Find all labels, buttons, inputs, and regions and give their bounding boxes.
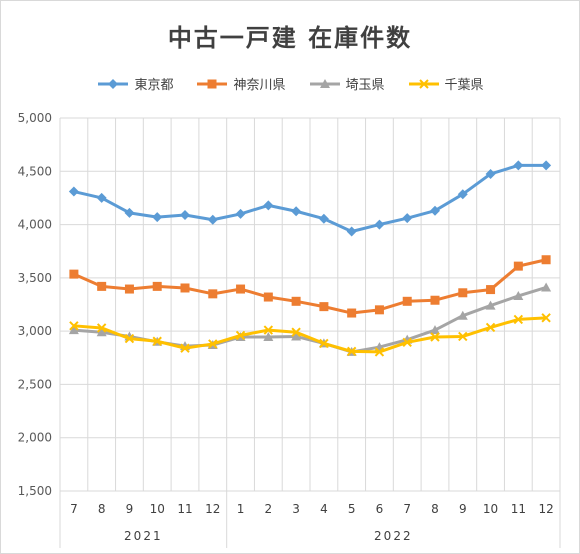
legend-swatch bbox=[408, 78, 439, 89]
legend-label: 千葉県 bbox=[444, 78, 484, 93]
chart-legend: 東京都 神奈川県 埼玉県 千葉県 bbox=[0, 74, 580, 93]
legend-swatch bbox=[98, 78, 129, 89]
legend-item: 神奈川県 bbox=[195, 74, 286, 93]
chart-title: 中古一戸建 在庫件数 bbox=[167, 24, 413, 52]
legend-item: 東京都 bbox=[96, 74, 173, 93]
legend-label: 神奈川県 bbox=[233, 78, 286, 93]
legend-label: 埼玉県 bbox=[345, 78, 385, 93]
legend-swatch bbox=[309, 78, 340, 88]
legend-item: 埼玉県 bbox=[308, 74, 385, 93]
legend-swatch bbox=[197, 79, 228, 88]
legend-label: 東京都 bbox=[134, 78, 174, 93]
legend-item: 千葉県 bbox=[407, 74, 484, 93]
